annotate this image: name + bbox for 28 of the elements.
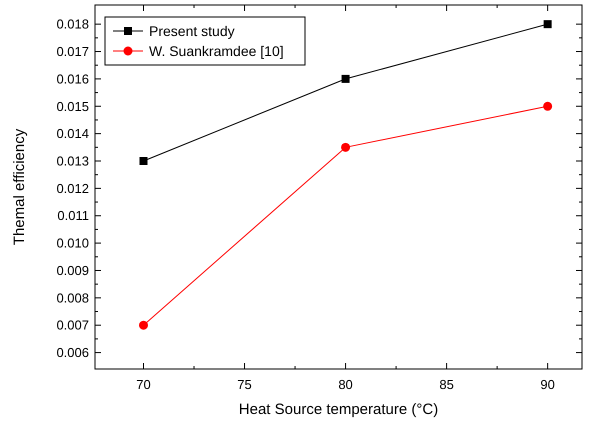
- y-tick-label: 0.015: [56, 98, 89, 114]
- x-tick-label: 90: [540, 377, 555, 392]
- y-tick-label: 0.014: [56, 126, 89, 142]
- point: [341, 142, 350, 152]
- x-tick-label: 75: [237, 377, 252, 392]
- y-tick-label: 0.008: [56, 290, 89, 306]
- y-tick-label: 0.012: [56, 180, 89, 196]
- point: [543, 102, 552, 111]
- y-tick-label: 0.010: [56, 236, 89, 251]
- legend-label: W. Suankramdee [10]: [149, 43, 284, 59]
- y-tick-label: 0.017: [56, 44, 89, 60]
- point: [544, 20, 552, 28]
- legend-label: Present study: [149, 23, 235, 39]
- y-tick-label: 0.006: [56, 345, 89, 360]
- x-tick-label: 85: [439, 377, 454, 392]
- y-axis-title: Themal efficiency: [11, 128, 28, 246]
- y-tick-label: 0.009: [56, 262, 89, 278]
- x-axis-title: Heat Source temperature (°C): [238, 401, 438, 418]
- y-tick-label: 0.016: [56, 71, 89, 86]
- point: [342, 74, 350, 83]
- y-tick-label: 0.011: [57, 208, 89, 224]
- y-tick-label: 0.007: [56, 318, 89, 333]
- point: [139, 320, 148, 330]
- x-tick-label: 70: [136, 377, 151, 392]
- y-tick-label: 0.018: [56, 16, 89, 32]
- y-tick-label: 0.013: [56, 154, 89, 168]
- x-tick-label: 80: [338, 377, 353, 392]
- point: [140, 157, 148, 165]
